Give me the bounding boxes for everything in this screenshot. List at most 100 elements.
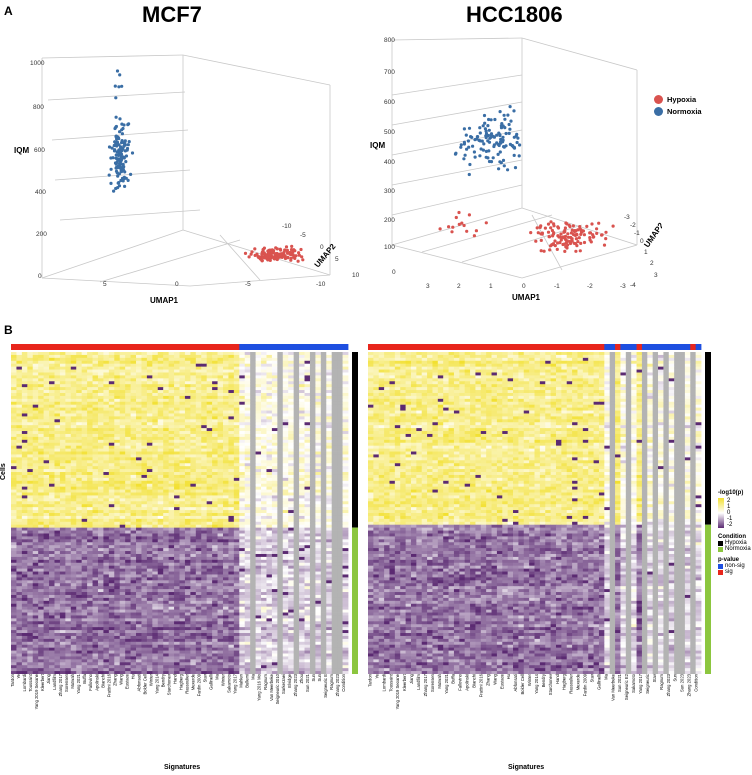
heatmap-cell [206,390,213,394]
hypoxia-point [289,252,293,256]
heatmap-cell [201,448,208,452]
heatmap-cell [244,352,251,356]
heatmap-cell [87,395,93,400]
heatmap-cell [174,551,180,555]
heatmap-cell [125,395,131,400]
heatmap-cell [239,419,246,423]
hypoxia-point [569,231,573,235]
heatmap-cell [288,384,295,388]
heatmap-cell [81,422,88,426]
normoxia-point [497,131,501,135]
heatmap-cell [119,536,126,540]
heatmap-cell [97,498,104,502]
heatmap-cell [206,536,213,540]
hypoxia-point [611,224,615,228]
heatmap-cell [157,518,164,523]
heatmap-cell [320,492,327,496]
heatmap-cell [315,474,322,479]
heatmap-cell [27,454,34,458]
normoxia-point [479,147,483,151]
heatmap-cell [174,515,180,520]
heatmap-cell [326,501,333,505]
heatmap-cell [255,357,262,362]
heatmap-cell [130,390,137,394]
heatmap-cell [239,510,246,514]
heatmap-cell [228,357,235,362]
heatmap-cell [331,548,338,552]
heatmap-cell [195,507,202,511]
heatmap-cell [288,454,295,458]
heatmap-cell [38,352,45,356]
heatmap-cell [119,363,126,368]
heatmap-cell [54,428,61,432]
heatmap-cell [337,542,343,546]
heatmap-cell [65,354,72,359]
heatmap-cell [277,518,284,523]
heatmap-cell [250,477,256,482]
heatmap-cell [233,463,240,467]
heatmap-cell [228,501,235,505]
hypoxia-point [572,233,576,237]
heatmap-cell [217,398,224,403]
heatmap-cell [195,460,202,464]
hypoxia-point [562,230,566,234]
heatmap-cell [304,425,311,429]
pvalue-annotation-cell [326,344,333,350]
heatmap-cell [309,436,316,441]
heatmap-cell [130,486,137,490]
heatmap-cell [76,548,83,552]
heatmap-cell [179,354,186,359]
heatmap-cell [233,530,240,534]
heatmap-cell [293,425,300,429]
heatmap-cell [212,483,218,488]
heatmap-cell [277,533,284,537]
heatmap-cell [228,530,235,534]
heatmap-cell [108,477,115,482]
heatmap-cell [49,425,55,429]
heatmap-cell [271,536,278,540]
heatmap-cell [157,545,164,549]
heatmap-cell [114,439,121,444]
heatmap-cell [222,536,229,540]
heatmap-cell [38,387,45,391]
heatmap-cell [108,495,115,499]
heatmap-cell [136,472,142,476]
heatmap-cell [217,363,224,368]
heatmap-cell [92,545,99,549]
heatmap-cell [27,416,34,420]
heatmap-cell [136,460,142,464]
heatmap-cell [206,495,213,499]
scatter-right-y-tick: 1 [644,249,648,256]
heatmap-cell [70,416,77,420]
heatmap-cell [43,483,50,488]
heatmap-cell [59,413,66,417]
heatmap-cell [11,501,17,505]
heatmap-cell [174,416,180,420]
normoxia-point [489,133,493,137]
heatmap-cell [201,513,208,517]
heatmap-cell [43,422,50,426]
heatmap-cell [342,428,349,432]
heatmap-cell [119,445,126,449]
heatmap-cell [288,451,295,455]
heatmap-cell [43,527,50,531]
heatmap-cell [157,378,164,382]
heatmap-cell [27,363,34,368]
heatmap-cell [212,352,218,356]
heatmap-cell [222,372,229,376]
heatmap-cell [87,477,93,482]
heatmap-cell [266,518,273,523]
heatmap-cell [282,401,289,406]
heatmap-cell [174,425,180,429]
heatmap-cell [271,457,278,461]
heatmap-cell [206,524,213,529]
heatmap-cell [146,372,153,376]
heatmap-cell [168,454,175,458]
heatmap-cell [299,428,305,432]
scatter-right-plot: IQM UMAP1 UMAP2 800 700 600 500 400 300 … [370,37,662,302]
heatmap-cell [32,357,39,362]
heatmap-cell [21,489,28,493]
heatmap-cell [59,474,66,479]
heatmap-cell [250,513,256,517]
heatmap-cell [43,472,50,476]
